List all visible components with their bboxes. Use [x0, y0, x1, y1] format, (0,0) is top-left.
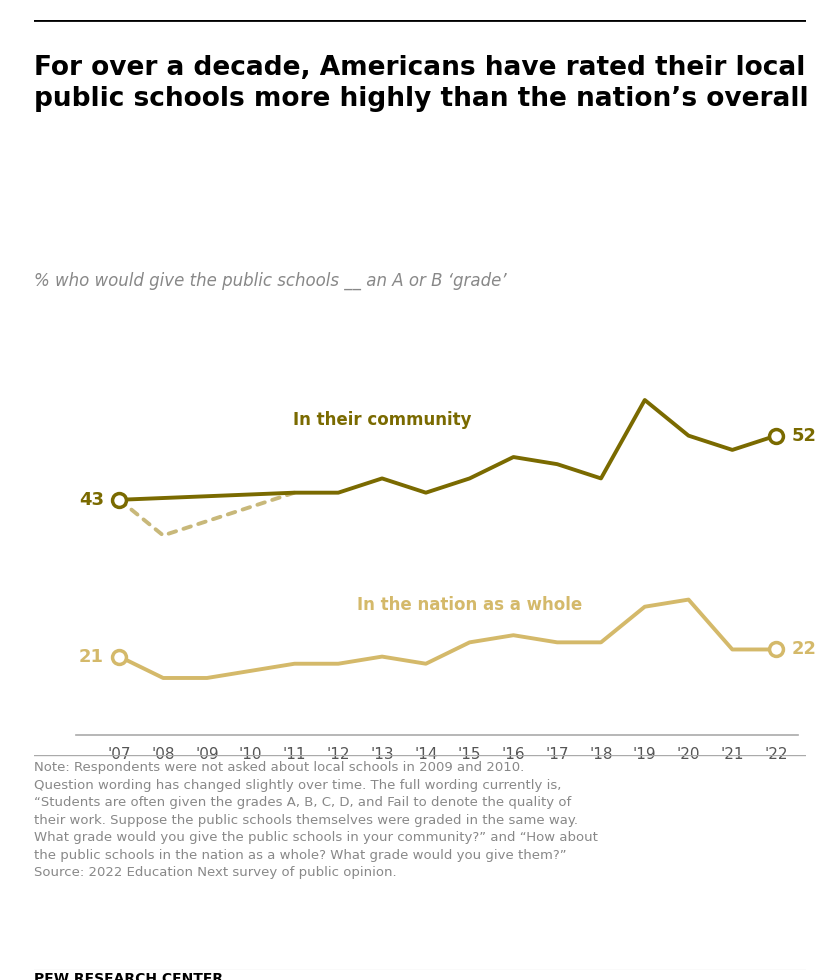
Text: 22: 22 — [791, 641, 816, 659]
Text: In their community: In their community — [293, 411, 471, 428]
Text: In the nation as a whole: In the nation as a whole — [357, 596, 582, 613]
Text: PEW RESEARCH CENTER: PEW RESEARCH CENTER — [34, 972, 223, 980]
Text: Note: Respondents were not asked about local schools in 2009 and 2010.
Question : Note: Respondents were not asked about l… — [34, 761, 597, 879]
Text: For over a decade, Americans have rated their local
public schools more highly t: For over a decade, Americans have rated … — [34, 55, 808, 112]
Text: % who would give the public schools __ an A or B ‘grade’: % who would give the public schools __ a… — [34, 271, 507, 290]
Text: 21: 21 — [79, 648, 104, 665]
Text: 52: 52 — [791, 426, 816, 445]
Text: 43: 43 — [79, 491, 104, 509]
